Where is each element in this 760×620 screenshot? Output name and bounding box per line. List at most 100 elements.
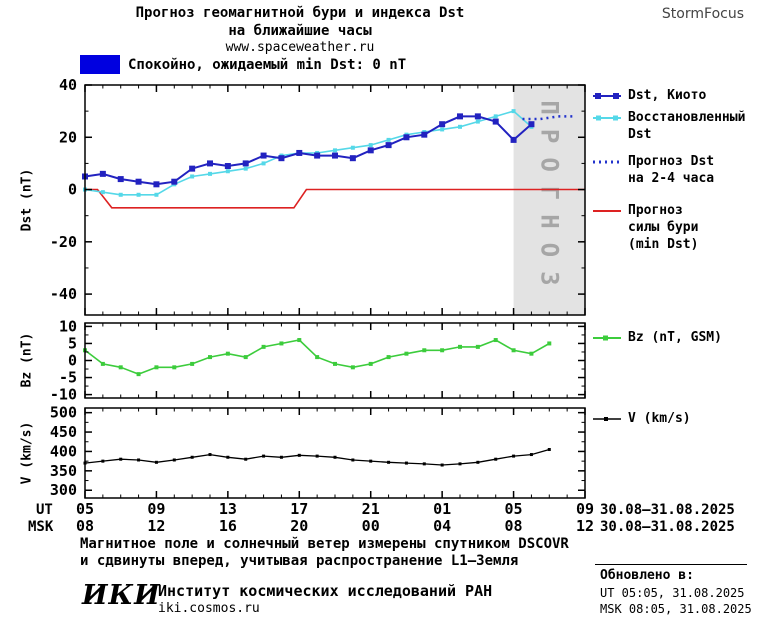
marker-v <box>494 457 498 461</box>
y-tick-label: 20 <box>59 128 77 146</box>
forecast-region-label: ПРОГНОЗ <box>535 100 563 299</box>
legend-forecast-dst-labels: Прогноз Dst на 2-4 часа <box>628 153 714 187</box>
marker-v <box>529 453 533 457</box>
marker-dst-kyoto <box>117 176 124 183</box>
marker-v <box>119 457 123 461</box>
ut-row-label: UT <box>36 502 53 518</box>
marker-dst-reconstructed <box>136 192 141 197</box>
dst-axis-label: Dst (nT) <box>19 168 35 232</box>
iki-logo: ИКИ <box>82 580 161 611</box>
marker-v <box>208 453 212 457</box>
marker-v <box>422 462 426 466</box>
marker-v <box>226 455 230 459</box>
marker-dst-kyoto <box>171 178 178 185</box>
marker-bz <box>404 351 409 356</box>
legend-dst-kyoto: Dst, Киото <box>593 87 706 104</box>
ut-tick-label: 05 <box>76 500 94 518</box>
marker-dst-reconstructed <box>350 145 355 150</box>
ut-tick-label: 09 <box>576 500 594 518</box>
msk-tick-label: 16 <box>219 517 237 535</box>
ut-tick-label: 01 <box>433 500 451 518</box>
marker-v <box>387 460 391 464</box>
status-text: Спокойно, ожидаемый min Dst: 0 nT <box>128 57 407 73</box>
marker-dst-reconstructed <box>458 124 462 129</box>
bz-swatch-icon <box>593 335 621 341</box>
marker-bz <box>547 341 552 346</box>
marker-v <box>315 454 319 458</box>
forecast-region <box>513 85 585 315</box>
legend-reconstructed-labels: Восстановленный Dst <box>628 109 745 143</box>
marker-dst-reconstructed <box>208 171 212 176</box>
updated-divider <box>595 564 747 565</box>
marker-dst-kyoto <box>207 160 213 167</box>
series-dst-reconstructed <box>84 110 532 196</box>
marker-dst-kyoto <box>403 134 410 141</box>
legend-forecast-dst: Прогноз Dst на 2-4 часа <box>593 153 714 187</box>
marker-bz <box>440 348 445 353</box>
legend-forecast-line2: на 2-4 часа <box>628 171 715 186</box>
marker-v <box>172 458 176 462</box>
marker-bz <box>190 361 195 366</box>
marker-bz <box>511 348 516 353</box>
y-tick-label: 450 <box>50 423 77 441</box>
msk-daterange: 30.08–31.08.2025 <box>600 519 735 535</box>
y-tick-label: 0 <box>68 352 77 370</box>
y-tick-label: 300 <box>50 481 77 499</box>
marker-v <box>137 458 141 462</box>
marker-dst-kyoto <box>474 113 481 120</box>
marker-dst-reconstructed <box>100 190 105 195</box>
legend-storm-line3: (min Dst) <box>628 237 699 252</box>
legend-bz-label: Bz (nT, GSM) <box>628 330 722 345</box>
marker-dst-reconstructed <box>190 174 195 179</box>
marker-dst-kyoto <box>153 181 160 188</box>
marker-dst-reconstructed <box>243 166 248 171</box>
ut-tick-label: 09 <box>147 500 165 518</box>
marker-dst-reconstructed <box>493 114 498 119</box>
marker-dst-reconstructed <box>440 127 445 132</box>
brand-label: StormFocus <box>661 6 744 22</box>
marker-bz <box>333 361 337 366</box>
marker-dst-reconstructed <box>511 109 516 114</box>
marker-bz <box>136 372 141 377</box>
marker-v <box>154 460 158 464</box>
legend-bz: Bz (nT, GSM) <box>593 329 722 346</box>
marker-dst-kyoto <box>367 147 374 154</box>
msk-tick-label: 12 <box>147 517 165 535</box>
marker-dst-reconstructed <box>475 119 480 124</box>
marker-dst-kyoto <box>278 155 285 162</box>
marker-dst-kyoto <box>510 136 517 143</box>
legend-reconstructed: Восстановленный Dst <box>593 109 745 143</box>
y-tick-label: 500 <box>50 404 77 422</box>
y-tick-label: 400 <box>50 442 77 460</box>
updated-msk: MSK 08:05, 31.08.2025 <box>600 602 752 616</box>
marker-bz <box>368 361 373 366</box>
marker-dst-reconstructed <box>368 143 373 148</box>
marker-v <box>458 462 462 466</box>
y-tick-label: -40 <box>50 285 77 303</box>
marker-bz <box>225 351 230 356</box>
marker-v <box>404 461 408 465</box>
marker-dst-kyoto <box>242 160 249 167</box>
dst-kyoto-swatch-icon <box>593 93 621 99</box>
marker-bz <box>172 365 177 370</box>
marker-bz <box>261 344 266 349</box>
marker-dst-kyoto <box>296 149 303 156</box>
marker-dst-reconstructed <box>154 192 159 197</box>
v-axis-label: V (km/s) <box>19 421 35 485</box>
legend-storm-forecast: Прогноз силы бури (min Dst) <box>593 202 698 253</box>
marker-v <box>512 454 516 458</box>
legend-storm-labels: Прогноз силы бури (min Dst) <box>628 202 698 253</box>
ut-tick-label: 05 <box>505 500 523 518</box>
panel-frame <box>84 84 586 316</box>
series-storm-forecast <box>85 188 585 209</box>
marker-v <box>351 458 355 462</box>
marker-dst-kyoto <box>314 152 321 159</box>
panel-frame <box>84 322 586 399</box>
marker-bz <box>208 355 212 360</box>
marker-dst-kyoto <box>492 118 499 125</box>
ut-tick-label: 21 <box>362 500 380 518</box>
bz-axis-label: Bz (nT) <box>19 332 35 388</box>
msk-tick-label: 08 <box>76 517 94 535</box>
marker-dst-kyoto <box>224 163 231 170</box>
